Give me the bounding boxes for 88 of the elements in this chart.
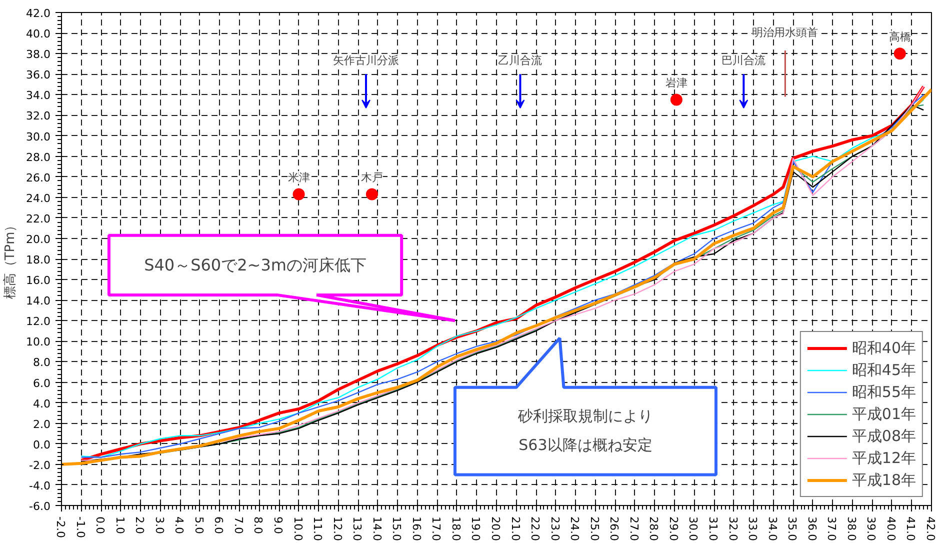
legend-label: 平成08年 [852,426,916,446]
y-tick-label: 12.0 [26,315,51,328]
y-tick-label: 14.0 [26,294,51,308]
x-tick-label: 42.0 [924,516,937,541]
x-tick-label: 0.0 [94,516,107,534]
x-tick-label: 9.0 [272,516,284,534]
annotation: 巴川合流 [722,54,766,67]
x-tick-label: 40.0 [884,516,898,541]
x-tick-label: 14.0 [370,516,384,541]
x-tick-label: 17.0 [430,516,443,541]
x-tick-label: 2.0 [133,516,146,534]
y-tick-label: 6.0 [33,376,51,390]
legend-label: 昭和45年 [852,360,916,380]
y-axis-title: 標高（TPm） [2,218,18,300]
y-tick-label: 4.0 [33,397,51,410]
x-tick-label: 23.0 [548,516,562,541]
x-tick-label: 20.0 [489,516,502,541]
x-tick-label: 38.0 [844,516,858,541]
x-tick-label: 8.0 [252,516,265,534]
y-tick-label: 26.0 [26,171,51,184]
y-tick-label: 38.0 [26,48,51,62]
y-tick-label: -4.0 [29,479,51,492]
x-tick-label: 31.0 [706,516,720,541]
x-tick-label: -1.0 [74,516,87,538]
y-tick-label: -2.0 [29,458,51,472]
x-tick-label: -2.0 [54,516,67,538]
y-tick-label: 2.0 [33,418,51,431]
y-tick-label: 18.0 [26,254,51,266]
y-tick-label: 42.0 [26,7,51,20]
x-tick-label: 13.0 [350,516,364,541]
annotation: 乙川合流 [498,54,542,67]
y-tick-label: 10.0 [26,336,51,349]
x-tick-label: 25.0 [588,516,601,541]
x-tick-label: 27.0 [627,516,640,541]
annotation: 砂利採取規制により S63以降は概ね安定 [516,407,653,454]
legend-label: 昭和40年 [852,338,916,358]
x-tick-label: 26.0 [608,516,621,541]
x-tick-label: 12.0 [330,516,344,541]
x-tick-label: 19.0 [469,516,482,541]
y-tick-label: 20.0 [26,232,51,246]
x-tick-label: 10.0 [291,516,304,541]
y-tick-label: 30.0 [26,130,51,144]
legend-label: 平成01年 [852,404,916,424]
y-tick-label: 36.0 [26,68,51,82]
x-tick-label: 28.0 [647,516,660,541]
x-tick-label: 16.0 [410,516,423,541]
x-tick-label: 5.0 [192,516,206,534]
y-tick-label: 0.0 [33,438,51,452]
y-tick-label: 22.0 [26,212,51,226]
annotation: 木戸 [360,171,383,184]
x-tick-label: 37.0 [825,516,838,541]
y-tick-label: 28.0 [26,150,51,164]
legend-label: 平成18年 [852,470,916,490]
annotation: 岩津 [665,76,688,90]
annotation: 明治用水頭首 [752,26,818,40]
x-tick-label: 32.0 [726,516,740,541]
annotation: S40～S60で2~3mの河床低下 [144,256,366,275]
legend-label: 昭和55年 [852,382,916,402]
x-tick-label: 4.0 [172,516,186,534]
x-tick-label: 33.0 [746,516,760,541]
y-tick-label: 8.0 [33,356,51,370]
x-tick-label: 15.0 [390,516,404,541]
y-tick-label: 16.0 [26,274,51,288]
x-tick-label: 7.0 [232,516,245,534]
x-tick-label: 29.0 [666,516,680,541]
x-tick-label: 6.0 [212,516,226,534]
y-tick-label: -6.0 [29,500,51,513]
y-tick-label: 32.0 [26,110,51,123]
x-tick-label: 21.0 [508,516,522,541]
x-tick-label: 41.0 [904,516,918,541]
x-tick-label: 11.0 [311,516,324,541]
x-tick-label: 36.0 [805,516,818,541]
x-tick-label: 1.0 [113,516,126,534]
x-tick-label: 34.0 [766,516,779,541]
y-tick-label: 40.0 [26,28,51,41]
x-tick-label: 3.0 [152,516,166,534]
x-tick-label: 18.0 [449,516,462,541]
annotation: 高橋 [888,30,911,44]
x-tick-label: 30.0 [686,516,700,541]
x-tick-label: 35.0 [786,516,799,541]
annotation: 米津 [288,171,310,184]
annotation: 矢作古川分派 [333,54,399,67]
x-tick-label: 24.0 [568,516,582,541]
x-tick-label: 39.0 [864,516,878,541]
y-tick-label: 34.0 [26,89,51,102]
legend-label: 平成12年 [852,448,916,468]
y-tick-label: 24.0 [26,192,51,205]
x-tick-label: 22.0 [528,516,542,541]
